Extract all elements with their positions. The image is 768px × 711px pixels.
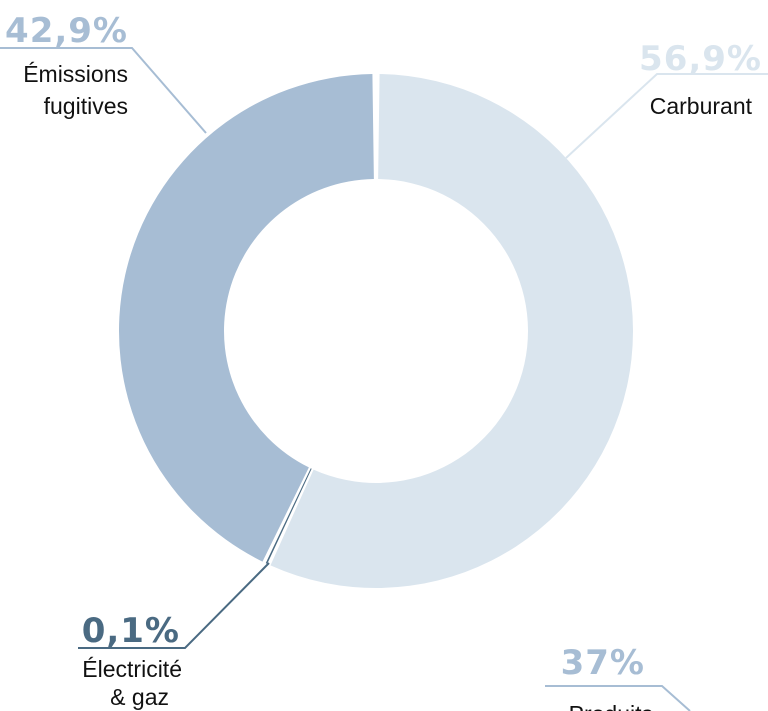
label-carburant: Carburant — [650, 93, 753, 119]
leader-line-carburant — [565, 73, 768, 159]
label-emissions-line2: fugitives — [44, 93, 128, 119]
pct-electricite: 0,1% — [82, 611, 180, 651]
label-electricite-line2: & gaz — [110, 684, 169, 710]
donut-slices — [119, 74, 633, 589]
pct-produits: 37% — [561, 643, 645, 683]
leader-line-produits — [545, 685, 691, 711]
leader-line-electricite — [78, 562, 270, 649]
label-produits: Produits — [569, 701, 653, 711]
pct-carburant: 56,9% — [639, 39, 762, 79]
slice-emissions-fugitives — [119, 74, 374, 562]
slice-carburant — [270, 74, 633, 589]
pct-emissions: 42,9% — [5, 11, 128, 51]
slice-electricite-gaz — [265, 468, 312, 564]
label-electricite-line1: Électricité — [82, 656, 182, 682]
leader-line-emissions — [0, 47, 207, 134]
label-emissions-line1: Émissions — [23, 61, 128, 87]
